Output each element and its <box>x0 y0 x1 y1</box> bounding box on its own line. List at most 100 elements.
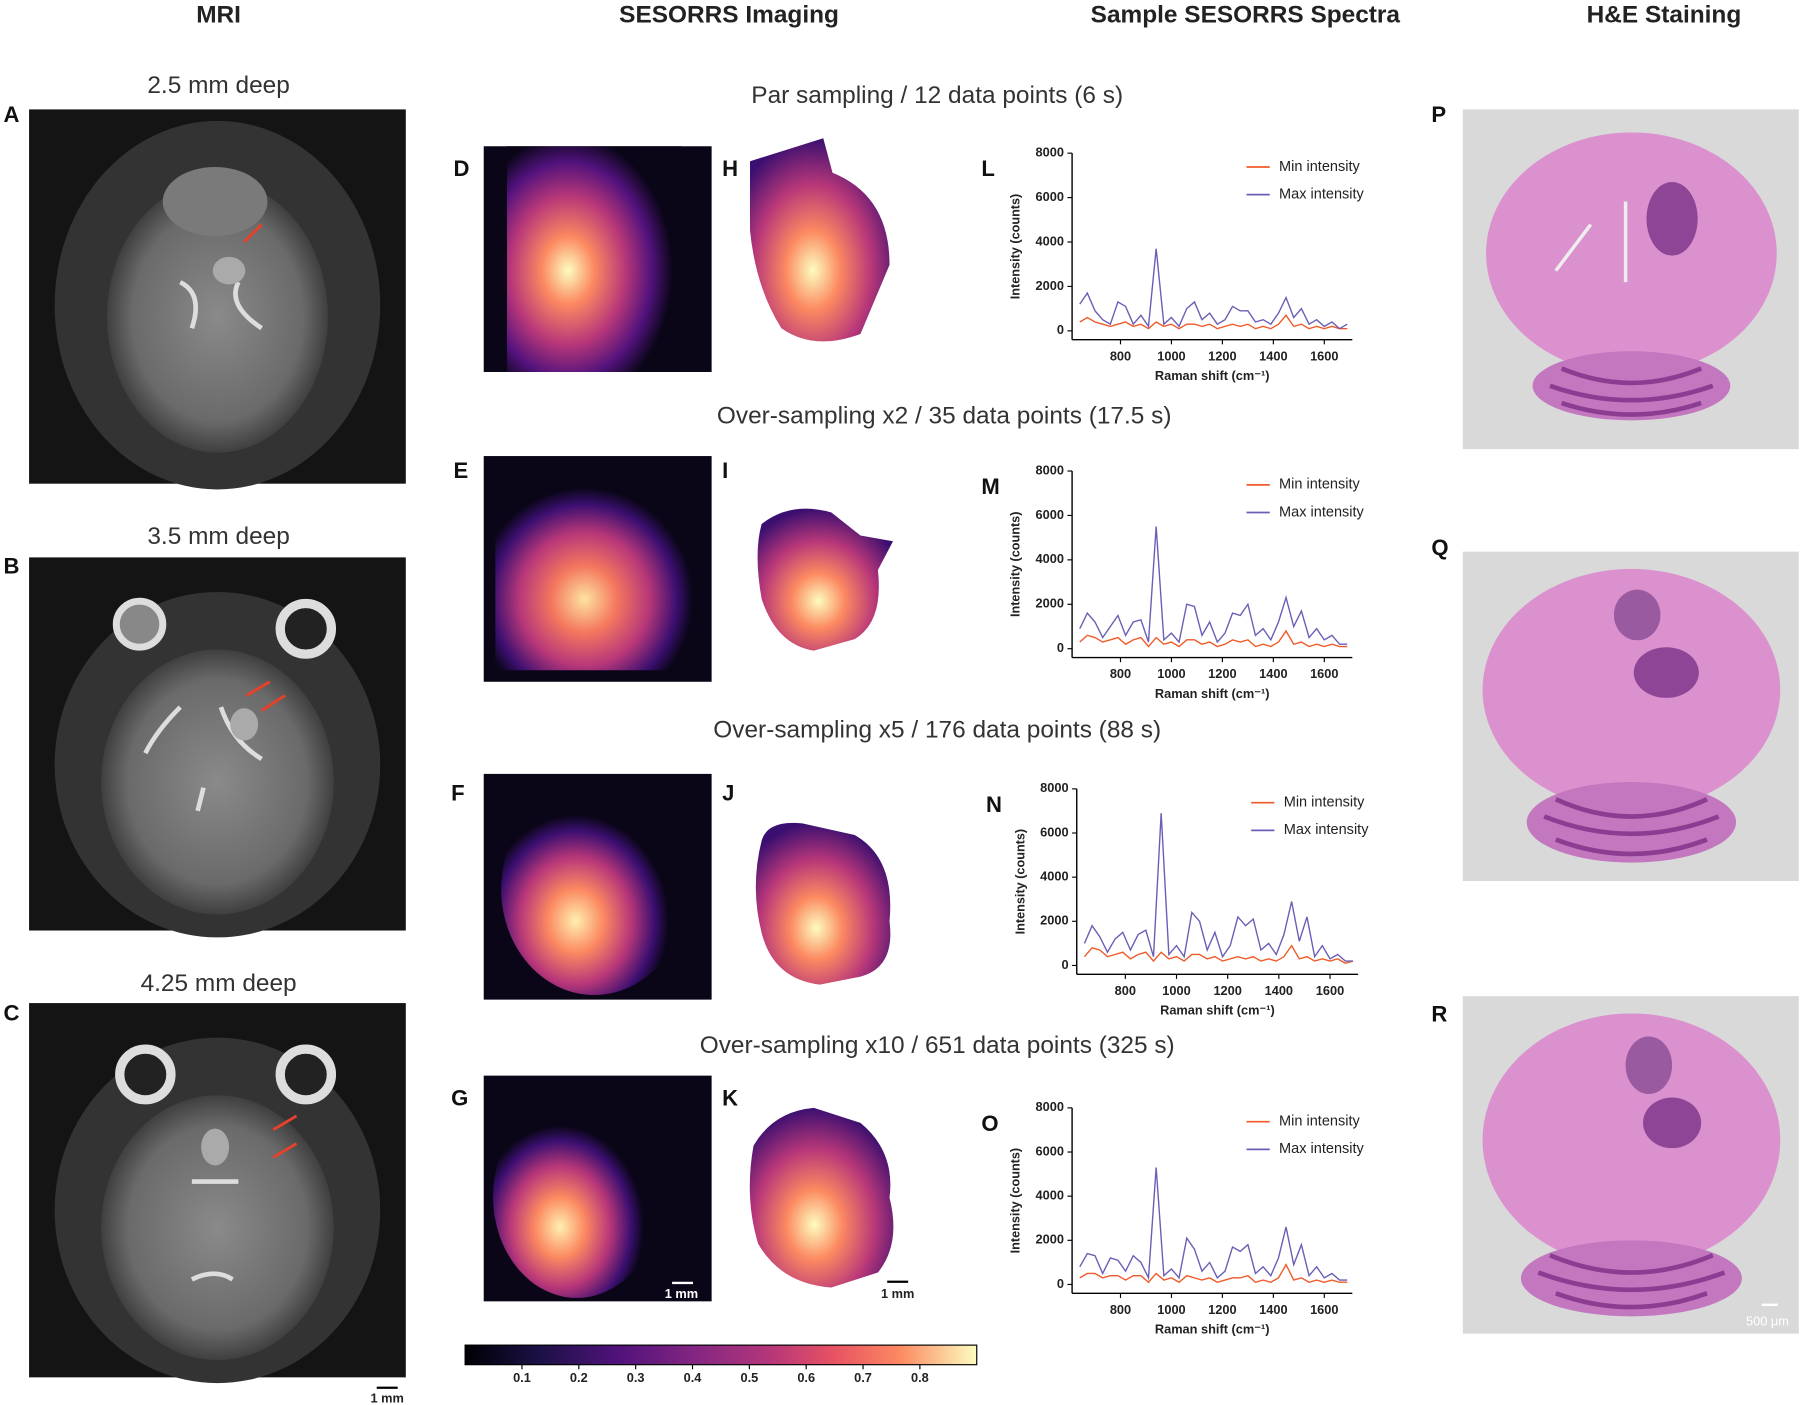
masked-map <box>750 138 890 342</box>
he-image <box>1462 996 1799 1334</box>
y-tick-label: 6000 <box>1036 507 1064 522</box>
panel-letter: D <box>453 156 469 181</box>
x-tick-label: 1000 <box>1157 348 1185 363</box>
he-panel: Q <box>1431 535 1799 882</box>
x-tick-label: 1600 <box>1310 1302 1338 1317</box>
y-tick-label: 0 <box>1057 1276 1064 1291</box>
y-tick-label: 2000 <box>1036 278 1064 293</box>
y-tick-label: 8000 <box>1036 1099 1064 1114</box>
legend-label: Max intensity <box>1279 1141 1365 1157</box>
panel-letter: B <box>3 554 19 579</box>
y-tick-label: 4000 <box>1036 1188 1064 1203</box>
colorbar-tick-label: 0.3 <box>627 1370 645 1385</box>
y-tick-label: 4000 <box>1036 233 1064 248</box>
y-tick-label: 0 <box>1057 322 1064 337</box>
panel-letter: N <box>986 792 1002 817</box>
mri-image <box>29 109 406 490</box>
scale-label: 1 mm <box>881 1286 914 1301</box>
spectrum-line <box>1083 813 1354 962</box>
sesorrs-row: Over-sampling x5 / 176 data points (88 s… <box>451 717 1161 1000</box>
x-tick-label: 1400 <box>1265 983 1293 998</box>
y-axis-label: Intensity (counts) <box>1008 1148 1023 1253</box>
spectrum-chart: O 0 2000 4000 6000 8000 800 1000 1200 1400 1600 Ram… <box>981 1099 1364 1336</box>
masked-map <box>755 822 891 985</box>
x-tick-label: 800 <box>1110 1302 1131 1317</box>
he-panel: P <box>1431 102 1799 450</box>
scale-label: 1 mm <box>665 1286 698 1301</box>
x-tick-label: 1400 <box>1259 348 1287 363</box>
masked-map <box>749 1107 894 1288</box>
scale-label: 500 μm <box>1746 1313 1789 1328</box>
y-tick-label: 8000 <box>1036 462 1064 477</box>
panel-letter: P <box>1431 102 1446 127</box>
row-title: Over-sampling x2 / 35 data points (17.5 … <box>717 402 1172 429</box>
panel-letter: I <box>722 458 728 483</box>
panel-letter: C <box>3 1000 19 1025</box>
spectrum-line <box>1079 629 1348 648</box>
legend-label: Min intensity <box>1279 1114 1360 1130</box>
y-axis-label: Intensity (counts) <box>1008 512 1023 617</box>
x-axis-label: Raman shift (cm⁻¹) <box>1160 1003 1275 1018</box>
x-tick-label: 800 <box>1115 983 1136 998</box>
column-header: SESORRS Imaging <box>619 2 839 29</box>
legend-label: Max intensity <box>1279 504 1365 520</box>
x-tick-label: 1600 <box>1310 666 1338 681</box>
y-tick-label: 6000 <box>1040 824 1068 839</box>
y-tick-label: 0 <box>1057 640 1064 655</box>
x-tick-label: 1200 <box>1208 666 1236 681</box>
x-tick-label: 1200 <box>1208 348 1236 363</box>
spectrum-chart: L 0 2000 4000 6000 8000 800 1000 1200 1400 1600 Ram… <box>981 145 1364 383</box>
x-tick-label: 800 <box>1110 666 1131 681</box>
row-title: Over-sampling x5 / 176 data points (88 s… <box>713 717 1161 744</box>
colorbar-tick-label: 0.4 <box>684 1370 702 1385</box>
column-header: Sample SESORRS Spectra <box>1091 2 1401 29</box>
legend-label: Min intensity <box>1279 159 1360 175</box>
spectrum-chart: M 0 2000 4000 6000 8000 800 1000 1200 1400 1600 Ram… <box>981 462 1364 700</box>
x-axis-label: Raman shift (cm⁻¹) <box>1155 686 1270 701</box>
x-tick-label: 1400 <box>1259 1302 1287 1317</box>
legend-label: Min intensity <box>1279 477 1360 493</box>
y-tick-label: 2000 <box>1036 1232 1064 1247</box>
heatmap <box>483 1075 712 1302</box>
panel-letter: Q <box>1431 535 1448 560</box>
y-axis-label: Intensity (counts) <box>1012 829 1027 934</box>
sesorrs-row: Par sampling / 12 data points (6 s) D H <box>453 82 1123 372</box>
colorbar-tick-label: 0.7 <box>854 1370 872 1385</box>
spectrum-line <box>1079 248 1348 330</box>
panel-letter: H <box>722 156 738 181</box>
spectrum-chart: N 0 2000 4000 6000 8000 800 1000 1200 1400 1600 Ram… <box>986 780 1369 1017</box>
panel-letter: G <box>451 1086 468 1111</box>
he-image <box>1462 109 1799 450</box>
column-header: MRI <box>196 2 241 29</box>
he-image <box>1462 551 1799 882</box>
row-title: Over-sampling x10 / 651 data points (325… <box>700 1032 1175 1059</box>
heatmap <box>483 146 712 372</box>
panel-letter: J <box>722 781 734 806</box>
legend-label: Max intensity <box>1284 822 1370 838</box>
panel-letter: L <box>981 156 994 181</box>
x-tick-label: 1400 <box>1259 666 1287 681</box>
y-tick-label: 2000 <box>1036 596 1064 611</box>
y-tick-label: 4000 <box>1036 551 1064 566</box>
colorbar-tick-label: 0.8 <box>911 1370 929 1385</box>
colorbar-tick-label: 0.2 <box>570 1370 588 1385</box>
heatmap <box>483 456 712 682</box>
legend-label: Min intensity <box>1284 795 1365 811</box>
mri-image <box>29 1003 406 1384</box>
heatmap <box>483 773 712 1000</box>
colorbar <box>464 1344 978 1366</box>
depth-label: 2.5 mm deep <box>147 72 289 99</box>
panel-letter: M <box>981 474 999 499</box>
scale-label: 1 mm <box>371 1391 404 1405</box>
y-tick-label: 4000 <box>1040 869 1068 884</box>
y-axis-label: Intensity (counts) <box>1008 194 1023 299</box>
x-tick-label: 1600 <box>1316 983 1344 998</box>
mri-image <box>29 557 406 938</box>
panel-letter: K <box>722 1086 738 1111</box>
colorbar-tick-label: 0.5 <box>740 1370 758 1385</box>
panel-letter: A <box>3 102 19 127</box>
spectrum-line <box>1079 1263 1348 1284</box>
mri-panel: 2.5 mm deep A <box>3 72 406 490</box>
